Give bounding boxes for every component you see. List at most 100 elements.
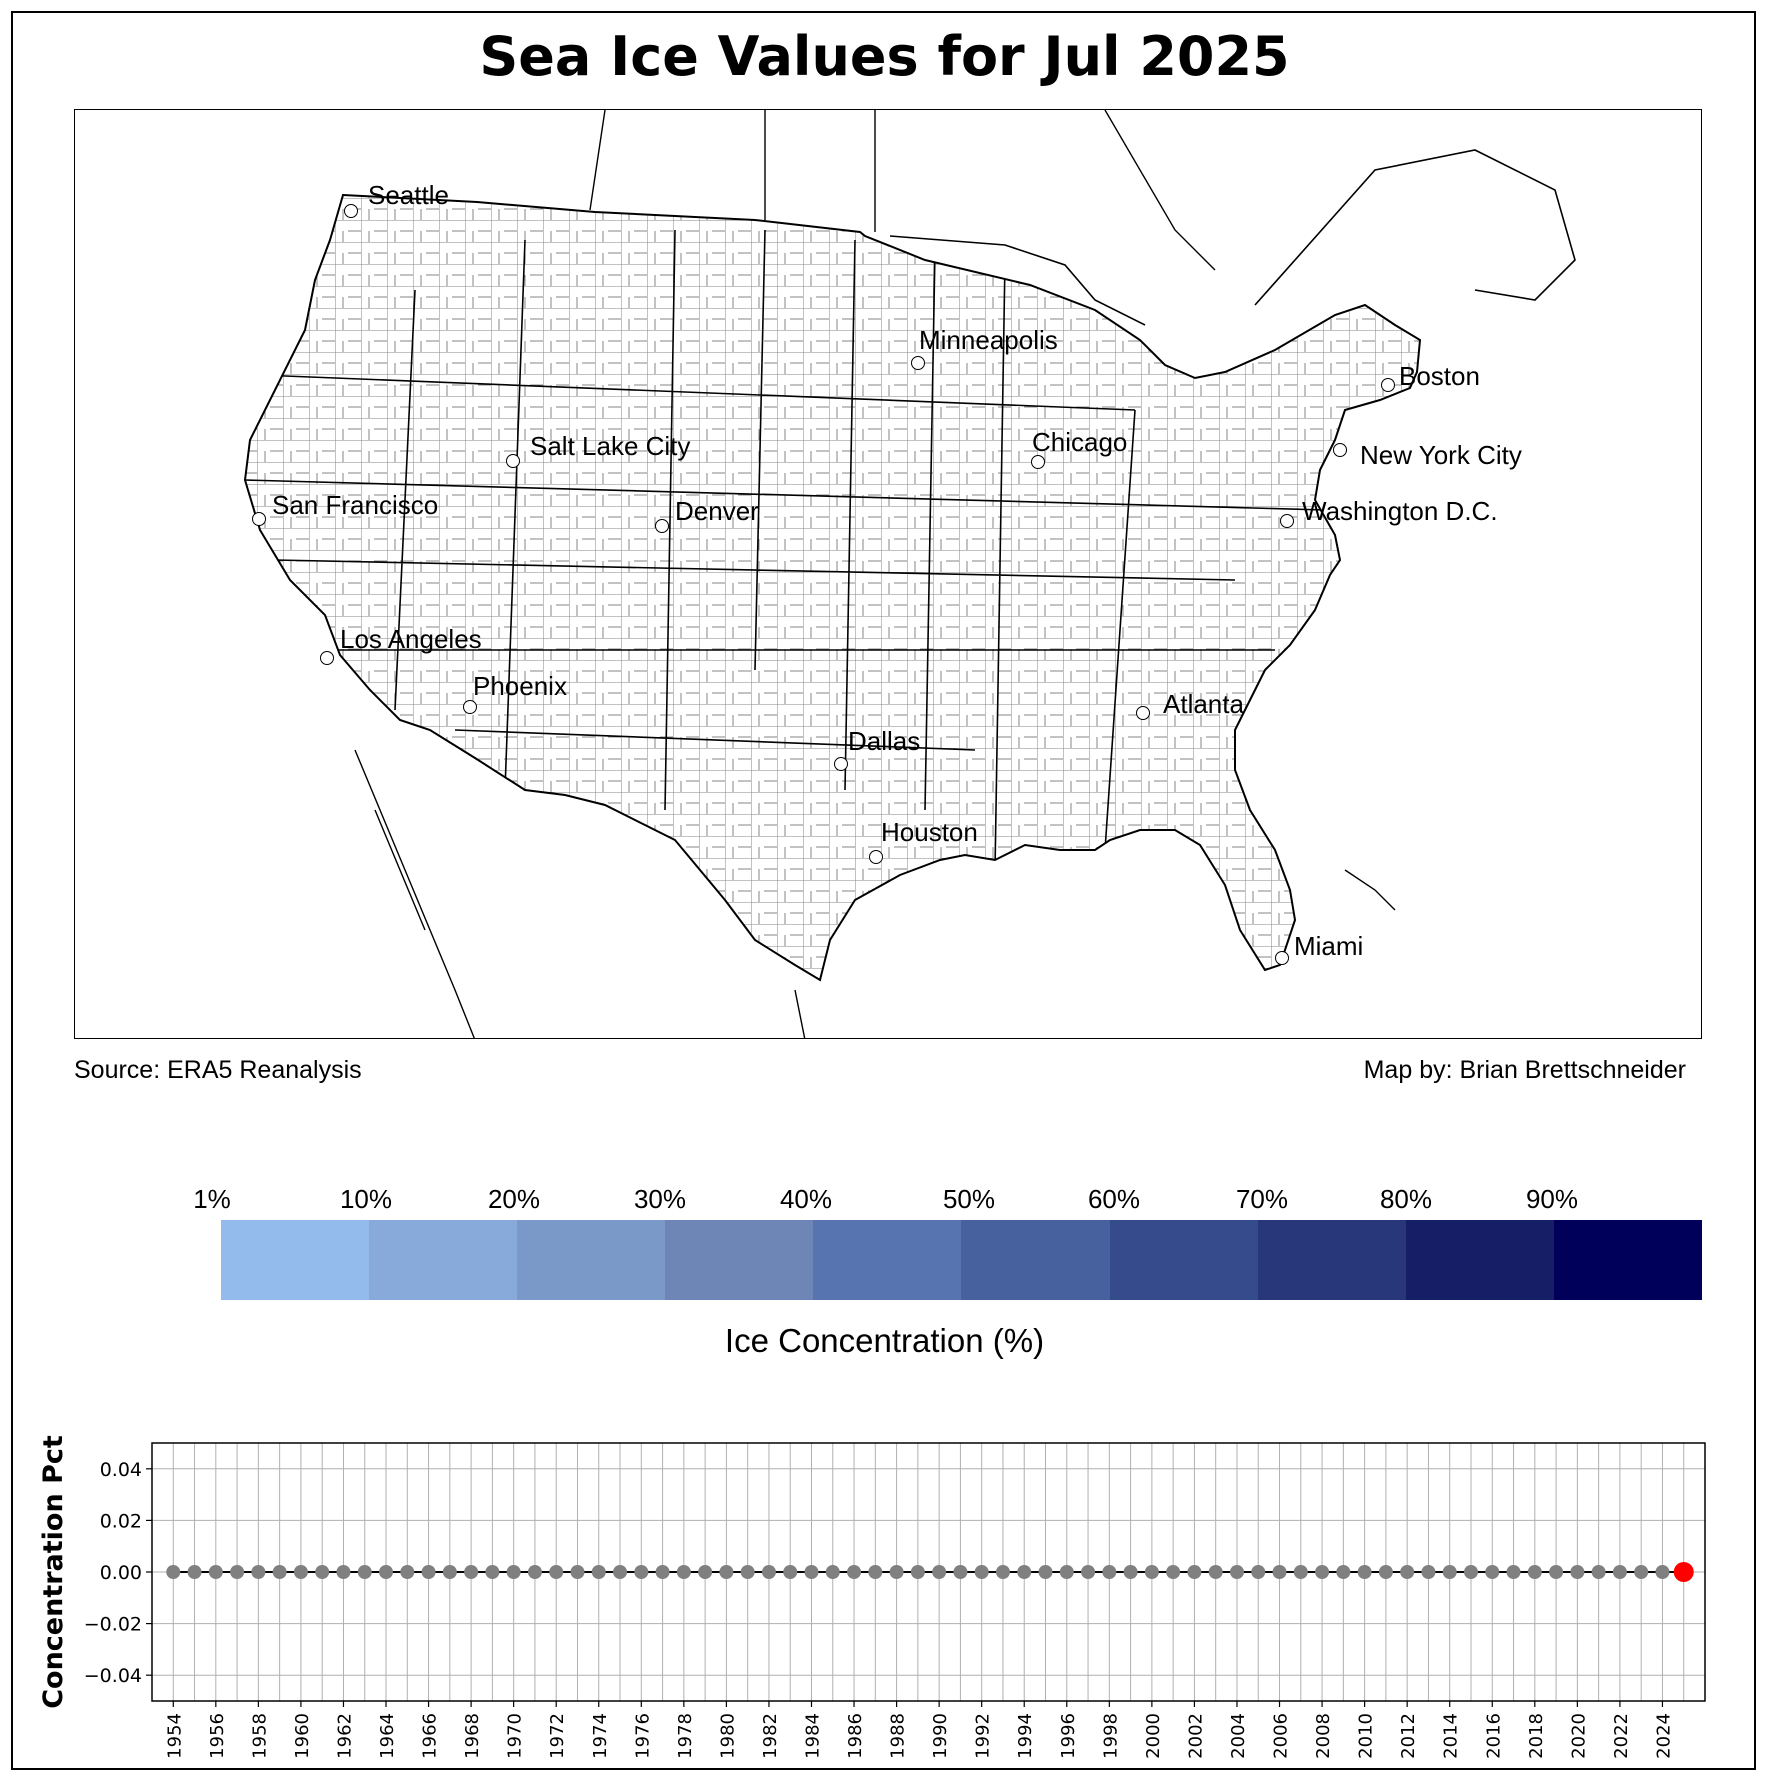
- data-point: [1421, 1565, 1436, 1579]
- data-point: [655, 1565, 670, 1579]
- colorbar-tick: 80%: [1379, 1184, 1433, 1214]
- city-marker-seattle: [344, 204, 358, 218]
- data-point: [1038, 1565, 1053, 1579]
- city-marker-boston: [1381, 378, 1395, 392]
- x-tick-label: 1978: [675, 1713, 696, 1759]
- x-tick-label: 2006: [1271, 1713, 1292, 1759]
- city-marker-phoenix: [463, 700, 477, 714]
- city-marker-new-york-city: [1333, 443, 1347, 457]
- city-marker-dallas: [834, 757, 848, 771]
- data-point: [379, 1565, 394, 1579]
- data-point: [1570, 1565, 1585, 1579]
- data-point: [400, 1565, 415, 1579]
- data-point: [230, 1565, 245, 1579]
- colorbar-tick: 30%: [633, 1184, 687, 1214]
- data-point: [336, 1565, 351, 1579]
- colorbar-tick: 60%: [1087, 1184, 1141, 1214]
- colorbar-segment: [369, 1220, 518, 1300]
- colorbar-segment: [961, 1220, 1110, 1300]
- data-point: [272, 1565, 287, 1579]
- data-point: [1336, 1565, 1351, 1579]
- colorbar-segment: [1109, 1220, 1258, 1300]
- x-tick-label: 1996: [1058, 1713, 1079, 1759]
- x-tick-label: 2008: [1313, 1713, 1334, 1759]
- data-point: [1315, 1565, 1330, 1579]
- x-tick-label: 1962: [334, 1713, 355, 1759]
- city-marker-houston: [869, 850, 883, 864]
- colorbar: [221, 1220, 1702, 1300]
- data-point: [825, 1565, 840, 1579]
- data-point: [1400, 1565, 1415, 1579]
- data-point: [1549, 1565, 1564, 1579]
- x-tick-label: 1976: [632, 1713, 653, 1759]
- data-point: [1102, 1565, 1117, 1579]
- city-label-new-york-city: New York City: [1360, 440, 1522, 470]
- x-tick-label: 1988: [888, 1713, 909, 1759]
- colorbar-tick: 70%: [1235, 1184, 1289, 1214]
- city-label-denver: Denver: [675, 496, 759, 526]
- data-point: [527, 1565, 542, 1579]
- city-marker-miami: [1275, 951, 1289, 965]
- data-point: [1655, 1565, 1670, 1579]
- data-point: [1357, 1565, 1372, 1579]
- x-tick-label: 1998: [1100, 1713, 1121, 1759]
- city-marker-denver: [655, 519, 669, 533]
- data-point: [1059, 1565, 1074, 1579]
- data-point: [1527, 1565, 1542, 1579]
- data-point: [1081, 1565, 1096, 1579]
- plot-frame: [151, 1442, 1706, 1702]
- figure-frame: [11, 11, 1756, 1770]
- colorbar-tick: 50%: [942, 1184, 996, 1214]
- data-point: [1591, 1565, 1606, 1579]
- data-point: [740, 1565, 755, 1579]
- x-tick-label: 1982: [760, 1713, 781, 1759]
- city-marker-san-francisco: [252, 512, 266, 526]
- data-point: [889, 1565, 904, 1579]
- x-tick-label: 1958: [249, 1713, 270, 1759]
- data-point: [1506, 1565, 1521, 1579]
- city-marker-atlanta: [1136, 706, 1150, 720]
- source-note: Source: ERA5 Reanalysis: [74, 1056, 362, 1084]
- data-point: [1229, 1565, 1244, 1579]
- city-label-washington-dc: Washington D.C.: [1302, 496, 1498, 526]
- data-point: [634, 1565, 649, 1579]
- colorbar-segment: [221, 1220, 370, 1300]
- data-point: [1123, 1565, 1138, 1579]
- city-label-dallas: Dallas: [848, 726, 921, 756]
- data-point: [1272, 1565, 1287, 1579]
- y-tick-label: −0.02: [84, 1614, 142, 1636]
- city-label-seattle: Seattle: [368, 180, 449, 210]
- x-tick-label: 2022: [1611, 1713, 1632, 1759]
- data-point: [442, 1565, 457, 1579]
- colorbar-ticks: 1% 10% 20% 30% 40% 50% 60% 70% 80% 90%: [0, 1184, 1769, 1216]
- colorbar-segment: [1405, 1220, 1554, 1300]
- colorbar-tick: 90%: [1525, 1184, 1579, 1214]
- data-point: [1634, 1565, 1649, 1579]
- colorbar-tick: 20%: [487, 1184, 541, 1214]
- data-point: [166, 1565, 181, 1579]
- x-tick-label: 2012: [1398, 1713, 1419, 1759]
- data-point: [804, 1565, 819, 1579]
- city-label-san-francisco: San Francisco: [272, 490, 439, 520]
- data-point: [251, 1565, 266, 1579]
- city-marker-minneapolis: [911, 356, 925, 370]
- city-marker-washington-dc: [1280, 514, 1294, 528]
- data-point: [932, 1565, 947, 1579]
- data-point: [208, 1565, 223, 1579]
- x-tick-label: 2000: [1143, 1713, 1164, 1759]
- x-tick-label: 1954: [164, 1713, 185, 1759]
- city-label-minneapolis: Minneapolis: [919, 325, 1058, 355]
- data-point: [464, 1565, 479, 1579]
- data-point: [761, 1565, 776, 1579]
- city-label-phoenix: Phoenix: [473, 671, 567, 701]
- city-label-houston: Houston: [881, 817, 978, 847]
- city-label-boston: Boston: [1399, 361, 1480, 391]
- data-point: [485, 1565, 500, 1579]
- data-point: [783, 1565, 798, 1579]
- x-tick-label: 2024: [1653, 1713, 1674, 1759]
- colorbar-label: Ice Concentration (%): [724, 1322, 1045, 1359]
- x-tick-label: 1972: [547, 1713, 568, 1759]
- data-point: [1187, 1565, 1202, 1579]
- data-point: [506, 1565, 521, 1579]
